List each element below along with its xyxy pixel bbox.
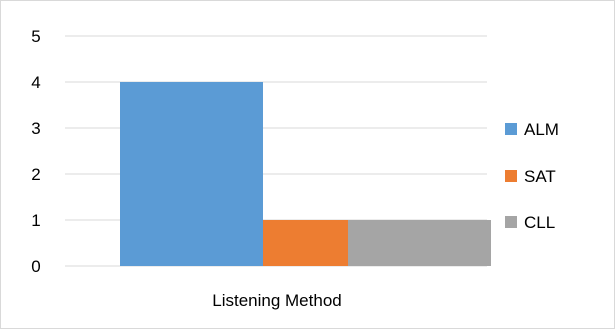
legend-swatch-cll (505, 216, 517, 228)
y-tick-label-4: 4 (31, 73, 40, 92)
legend-swatch-sat (505, 170, 517, 182)
legend-swatch-alm (505, 123, 517, 135)
bar-sat (263, 220, 348, 266)
legend: ALM SAT CLL (505, 120, 559, 232)
bar-alm (120, 82, 263, 266)
legend-label-cll: CLL (524, 213, 555, 232)
y-tick-label-3: 3 (31, 119, 40, 138)
legend-label-sat: SAT (524, 167, 556, 186)
bar-cll (348, 220, 491, 266)
y-tick-label-5: 5 (31, 27, 40, 46)
y-tick-label-1: 1 (31, 211, 40, 230)
y-tick-label-2: 2 (31, 165, 40, 184)
legend-label-alm: ALM (524, 120, 559, 139)
bars (120, 82, 491, 266)
x-category-label: Listening Method (212, 291, 341, 310)
y-tick-label-0: 0 (31, 257, 40, 276)
x-axis-categories: Listening Method (212, 291, 341, 310)
y-axis-ticks: 0 1 2 3 4 5 (31, 27, 40, 276)
